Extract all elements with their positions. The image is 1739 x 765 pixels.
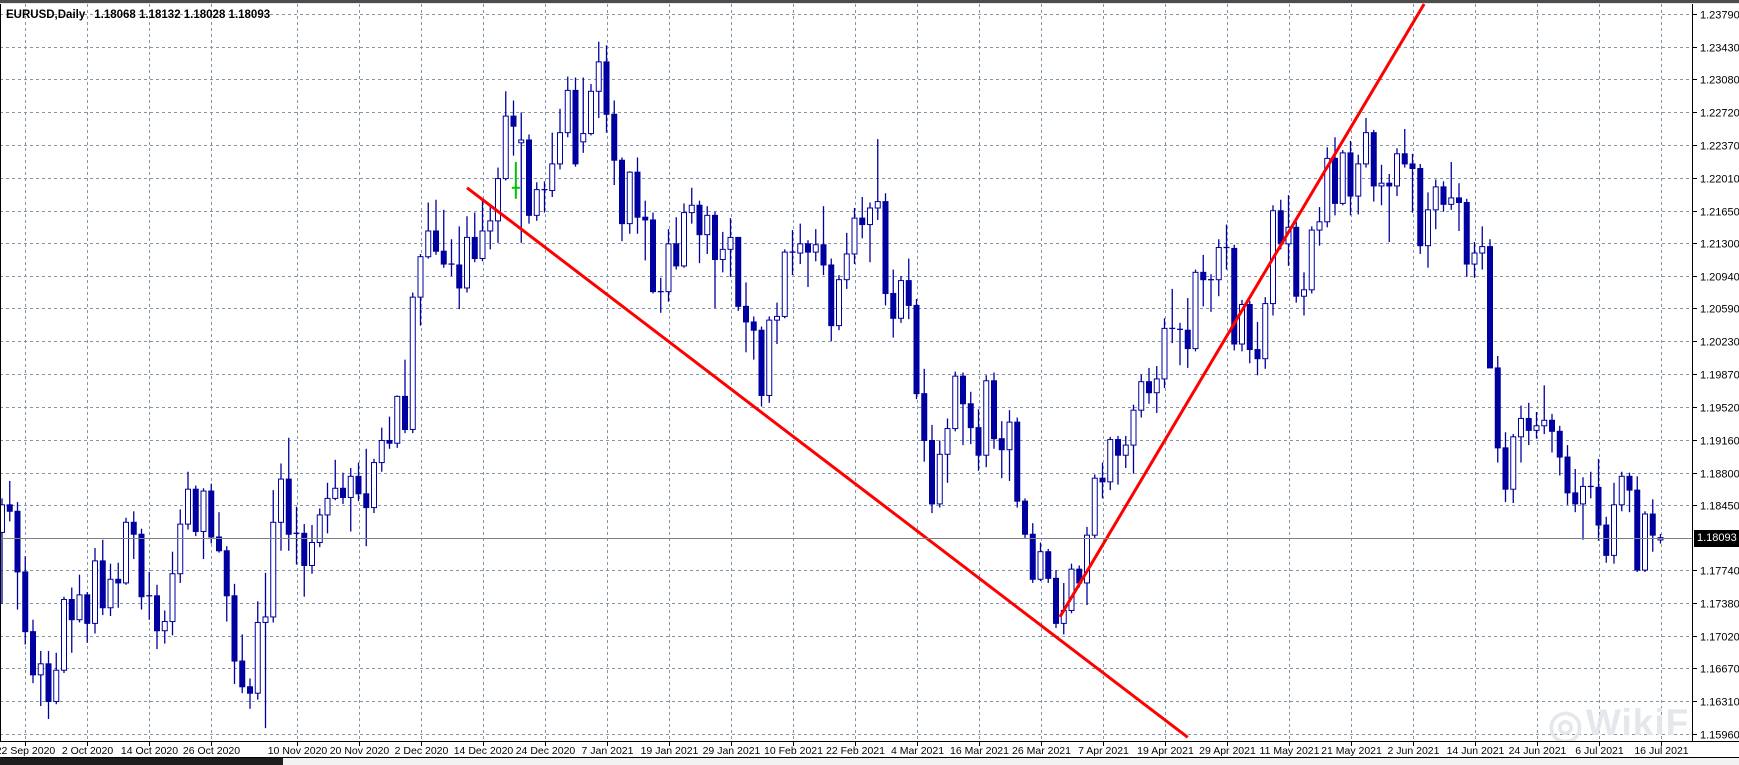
price-axis-label: 1.23790 — [1700, 10, 1739, 22]
descending-trendline[interactable] — [466, 186, 1189, 739]
price-axis-label: 1.17380 — [1700, 599, 1739, 611]
price-axis-label: 1.15960 — [1700, 730, 1739, 742]
date-axis-label: 14 Dec 2020 — [454, 745, 514, 757]
date-axis-label: 22 Sep 2020 — [0, 745, 55, 757]
window-top-border-highlight — [0, 3, 1739, 4]
date-axis-label: 19 Jan 2021 — [641, 745, 699, 757]
overlays — [0, 162, 1692, 539]
date-axis-label: 14 Oct 2020 — [121, 745, 178, 757]
axis-labels: 1.23790 1.23430 1.23080 1.22720 1.22370 1.220… — [0, 4, 1739, 757]
bottom-separator-line — [0, 757, 1739, 758]
price-axis-label: 1.19160 — [1700, 436, 1739, 448]
date-axis-label: 7 Apr 2021 — [1078, 745, 1129, 757]
chart-symbol-timeframe: EURUSD,Daily — [6, 9, 86, 21]
price-axis-label: 1.20590 — [1700, 304, 1739, 316]
date-axis-label: 22 Feb 2021 — [826, 745, 885, 757]
horizontal-scrollbar-thumb[interactable] — [0, 758, 283, 765]
price-axis-label: 1.22720 — [1700, 108, 1739, 120]
date-axis-label: 11 May 2021 — [1260, 745, 1320, 757]
price-axis-label: 1.22370 — [1700, 141, 1739, 153]
price-axis-label: 1.21300 — [1700, 239, 1739, 251]
date-axis-label: 19 Apr 2021 — [1137, 745, 1194, 757]
price-axis-label: 1.22010 — [1700, 174, 1739, 186]
price-axis-label: 1.16310 — [1700, 697, 1739, 709]
date-axis-label: 24 Jun 2021 — [1509, 745, 1567, 757]
date-axis-label: 2 Oct 2020 — [62, 745, 114, 757]
price-axis-label: 1.16670 — [1700, 664, 1739, 676]
price-axis-label: 1.19520 — [1700, 403, 1739, 415]
date-axis-label: 20 Nov 2020 — [330, 745, 390, 757]
current-price-tag: 1.18093 — [1694, 529, 1739, 547]
price-axis-label: 1.23080 — [1700, 75, 1739, 87]
date-axis-label: 4 Mar 2021 — [891, 745, 944, 757]
date-axis-label: 21 May 2021 — [1321, 745, 1382, 757]
price-axis-label: 1.18800 — [1700, 469, 1739, 481]
date-axis-label: 10 Nov 2020 — [268, 745, 328, 757]
date-axis-label: 16 Jul 2021 — [1634, 745, 1688, 757]
date-axis-label: 14 Jun 2021 — [1447, 745, 1505, 757]
date-axis-label: 7 Jan 2021 — [582, 745, 634, 757]
price-axis-label: 1.20230 — [1700, 337, 1739, 349]
window-top-border — [0, 0, 1739, 3]
ascending-trendline[interactable] — [1058, 3, 1426, 618]
trendlines — [466, 3, 1426, 739]
date-axis-label: 29 Apr 2021 — [1199, 745, 1256, 757]
price-axis-label: 1.23430 — [1700, 43, 1739, 55]
date-axis-label: 6 Jul 2021 — [1575, 745, 1624, 757]
chart-ohlc-quote: 1.18068 1.18132 1.18028 1.18093 — [94, 9, 271, 21]
price-axis-label: 1.17020 — [1700, 632, 1739, 644]
price-axis-label: 1.18450 — [1700, 501, 1739, 513]
grid-lines — [0, 4, 1692, 741]
price-axis-label: 1.17740 — [1700, 566, 1739, 578]
date-axis-label: 26 Mar 2021 — [1012, 745, 1071, 757]
horizontal-scrollbar-track[interactable] — [0, 758, 1739, 765]
chart-title: EURUSD,Daily 1.18068 1.18132 1.18028 1.18… — [6, 9, 270, 21]
date-axis-label: 2 Jun 2021 — [1388, 745, 1440, 757]
date-axis-label: 24 Dec 2020 — [516, 745, 576, 757]
date-axis-label: 10 Feb 2021 — [764, 745, 823, 757]
date-axis-label: 26 Oct 2020 — [183, 745, 240, 757]
price-axis-label: 1.19870 — [1700, 370, 1739, 382]
date-axis-label: 16 Mar 2021 — [950, 745, 1009, 757]
date-axis-label: 2 Dec 2020 — [395, 745, 449, 757]
price-axis-label: 1.21650 — [1700, 207, 1739, 219]
price-axis-label: 1.20940 — [1700, 272, 1739, 284]
date-axis-label: 29 Jan 2021 — [703, 745, 761, 757]
candlesticks — [0, 41, 1664, 729]
